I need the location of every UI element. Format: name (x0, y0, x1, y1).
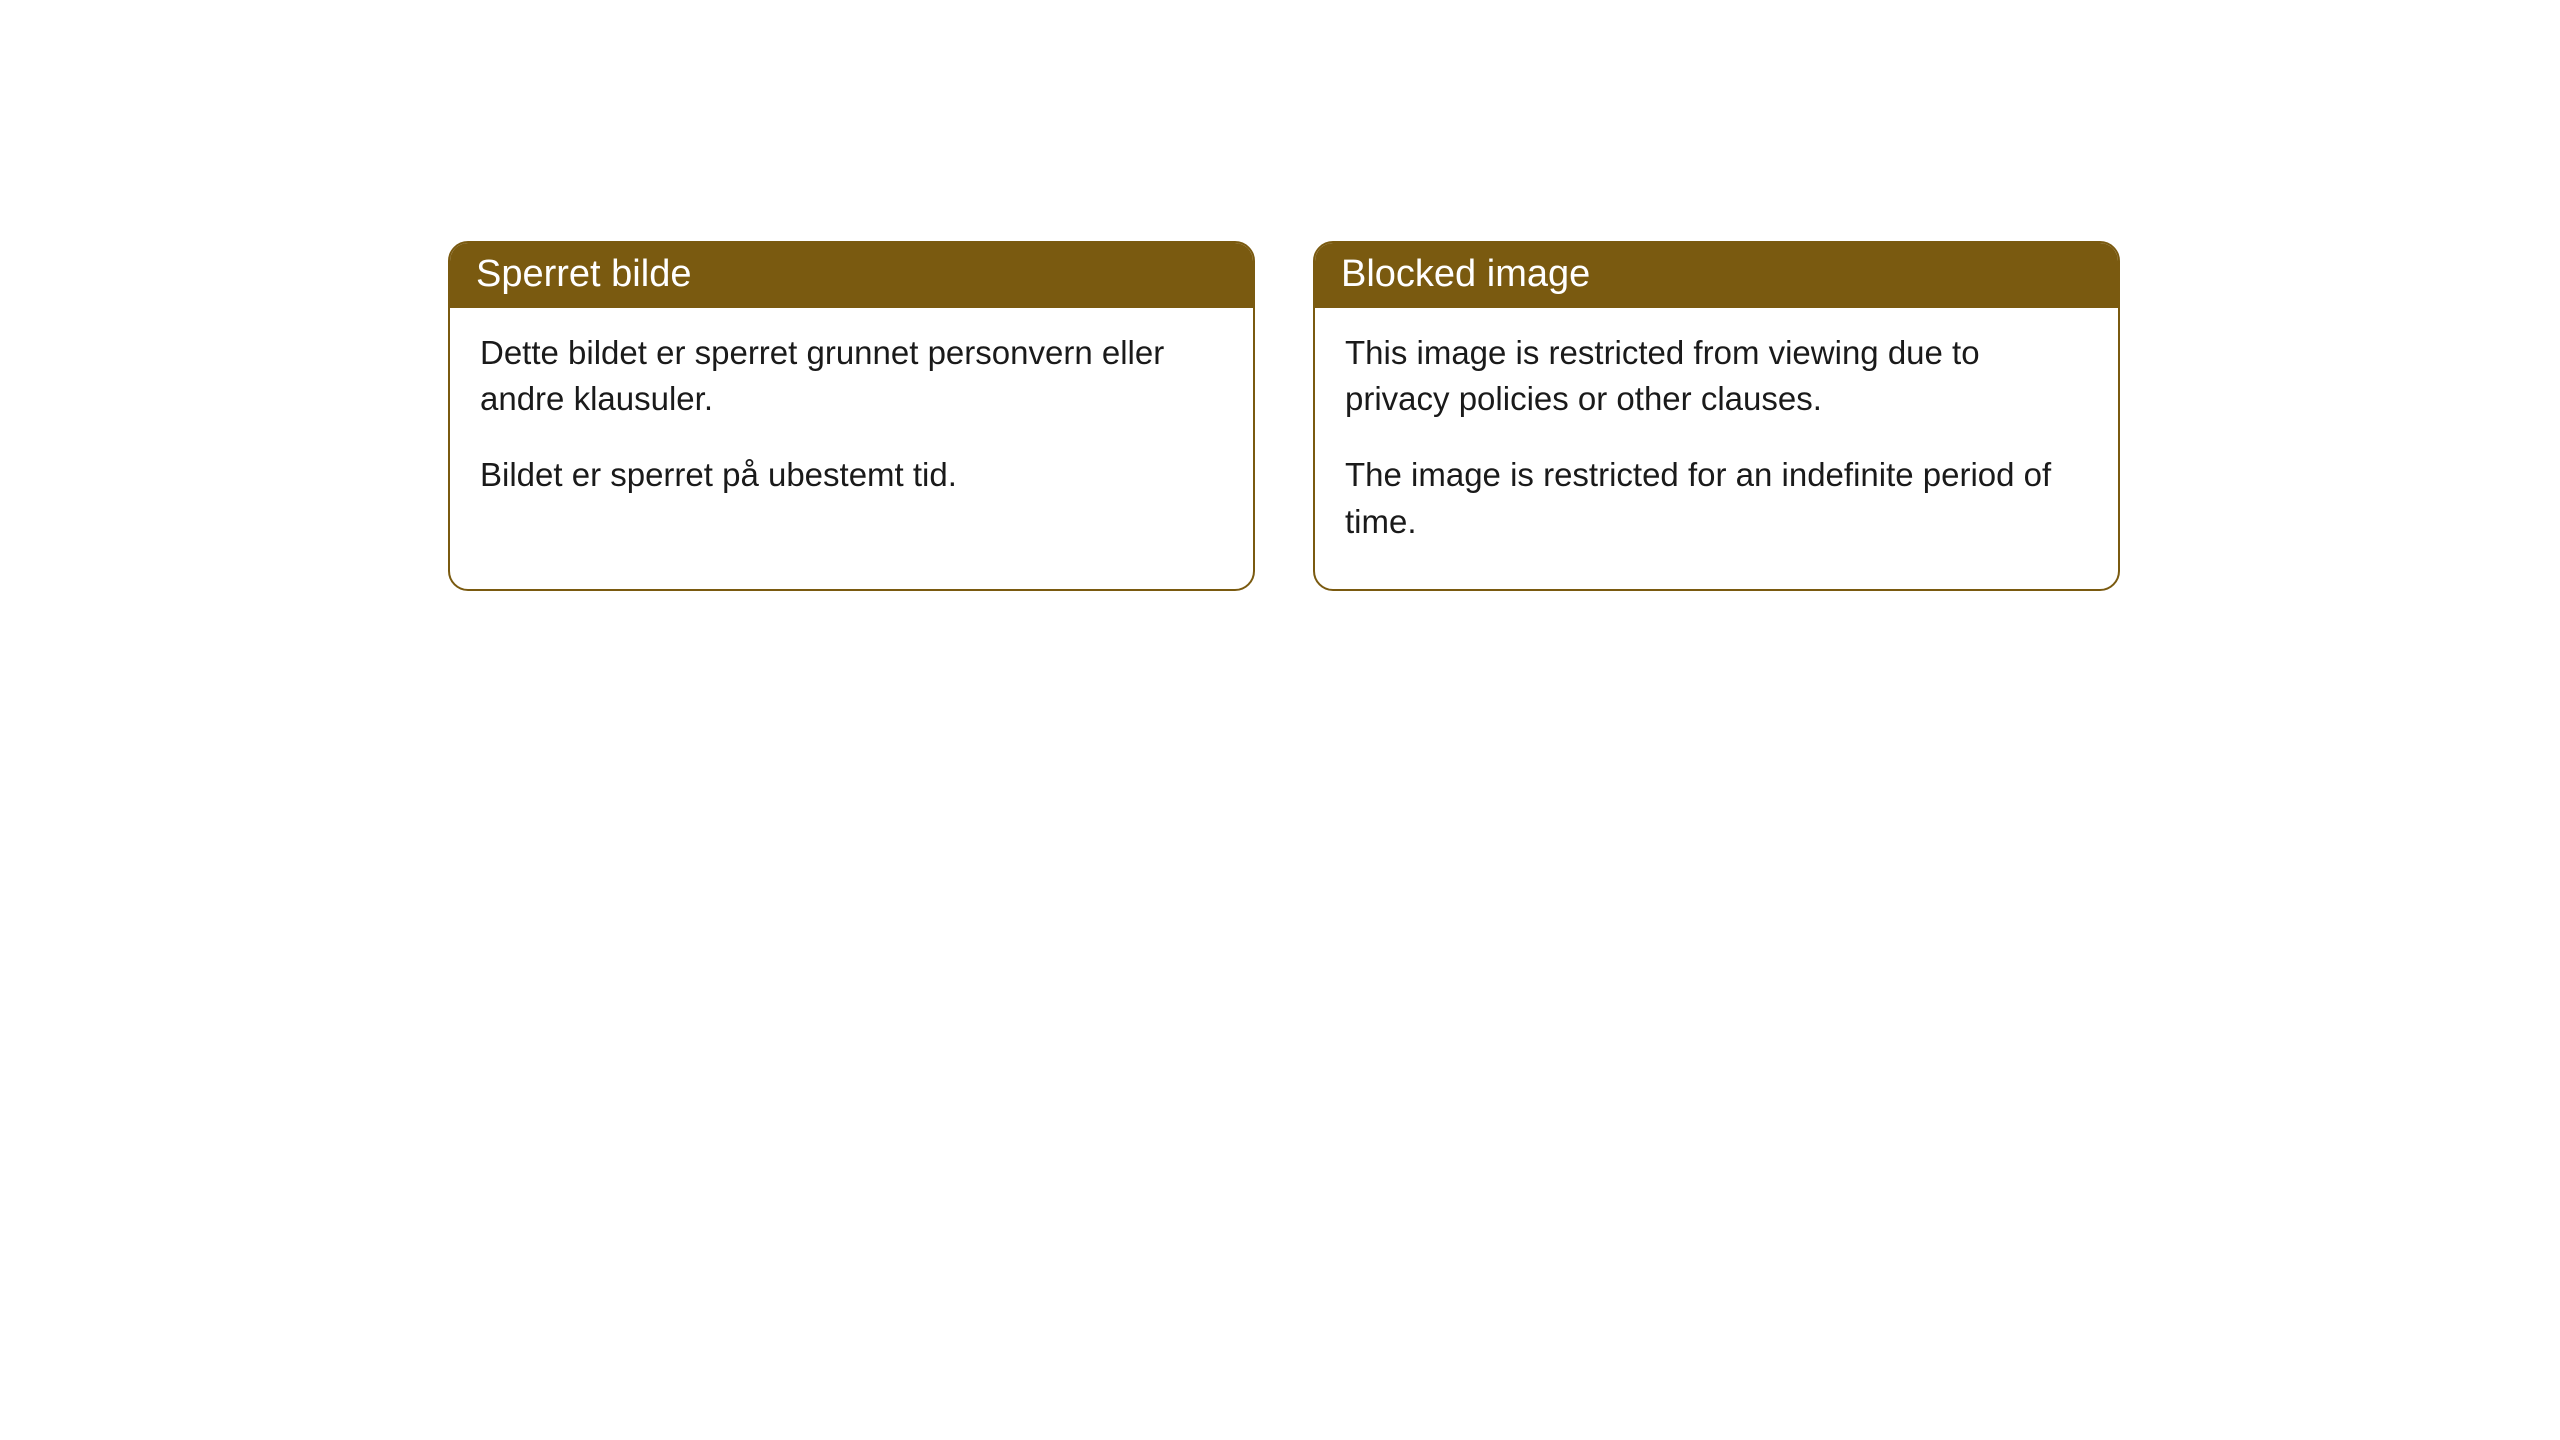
card-paragraph: Dette bildet er sperret grunnet personve… (480, 330, 1223, 422)
notice-cards-container: Sperret bilde Dette bildet er sperret gr… (448, 241, 2560, 591)
card-header-norwegian: Sperret bilde (450, 243, 1253, 308)
notice-card-norwegian: Sperret bilde Dette bildet er sperret gr… (448, 241, 1255, 591)
card-header-english: Blocked image (1315, 243, 2118, 308)
card-body-english: This image is restricted from viewing du… (1315, 308, 2118, 589)
card-paragraph: Bildet er sperret på ubestemt tid. (480, 452, 1223, 498)
card-paragraph: This image is restricted from viewing du… (1345, 330, 2088, 422)
card-paragraph: The image is restricted for an indefinit… (1345, 452, 2088, 544)
notice-card-english: Blocked image This image is restricted f… (1313, 241, 2120, 591)
card-body-norwegian: Dette bildet er sperret grunnet personve… (450, 308, 1253, 543)
